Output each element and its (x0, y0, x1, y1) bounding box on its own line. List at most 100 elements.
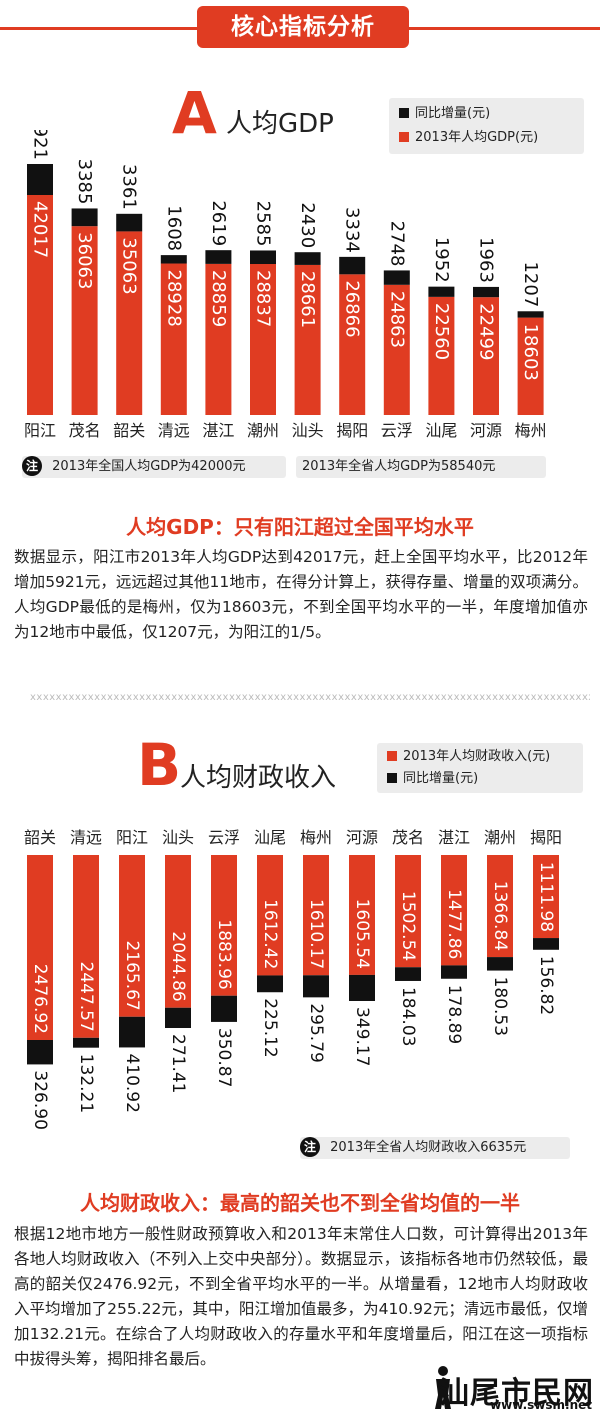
legend-swatch-red (387, 751, 397, 761)
gdp-increment-label: 1952 (431, 237, 452, 283)
finance-legend: 2013年人均财政收入(元) 同比增量(元) (377, 743, 583, 793)
section-b-letter: B (137, 731, 182, 799)
finance-total-label: 1610.17 (306, 899, 326, 969)
legend-swatch-red (399, 132, 409, 142)
gdp-total-label: 28859 (208, 270, 229, 327)
gdp-total-label: 22560 (431, 303, 452, 360)
finance-increment-label: 326.90 (30, 1070, 50, 1129)
gdp-total-label: 28928 (163, 270, 184, 327)
section-a-letter: A (172, 79, 217, 147)
gdp-bar-total (116, 231, 143, 415)
gdp-category-label: 梅州 (515, 421, 547, 440)
finance-increment-label: 410.92 (122, 1053, 142, 1112)
finance-category-label: 湛江 (438, 828, 470, 847)
finance-category-label: 汕头 (162, 828, 194, 847)
finance-category-label: 韶关 (24, 828, 56, 847)
gdp-bar-total (160, 263, 187, 415)
finance-increment-label: 132.21 (76, 1054, 96, 1113)
gdp-category-label: 茂名 (69, 421, 101, 440)
legend-swatch-black (387, 773, 397, 783)
gdp-bar-increment (294, 252, 321, 265)
gdp-category-label: 河源 (470, 421, 502, 440)
finance-category-label: 阳江 (116, 828, 148, 847)
legend-label: 2013年人均GDP(元) (415, 130, 539, 145)
gdp-bar-increment (160, 255, 187, 264)
finance-total-label: 1366.84 (490, 881, 510, 951)
finance-increment-label: 178.89 (444, 985, 464, 1044)
finance-bar-total (349, 855, 375, 975)
finance-bar-total (257, 855, 283, 976)
finance-note-text: 2013年全省人均财政收入6635元 (330, 1140, 527, 1155)
gdp-category-label: 阳江 (24, 421, 56, 440)
legend-label: 同比增量(元) (403, 771, 479, 786)
finance-increment-label: 180.53 (490, 977, 510, 1036)
gdp-total-label: 24863 (386, 291, 407, 348)
gdp-bar-total (339, 274, 366, 415)
finance-category-label: 梅州 (300, 828, 332, 847)
finance-increment-label: 156.82 (536, 956, 556, 1015)
finance-legend-item-increment: 同比增量(元) (387, 770, 478, 788)
finance-total-label: 1477.86 (444, 889, 464, 959)
finance-total-label: 1883.96 (214, 919, 234, 989)
finance-bar-total (165, 855, 191, 1008)
finance-bar-increment (211, 995, 237, 1022)
finance-bar-total (119, 855, 145, 1017)
gdp-legend: 同比增量(元) 2013年人均GDP(元) (389, 98, 584, 154)
section-divider: xxxxxxxxxxxxxxxxxxxxxxxxxxxxxxxxxxxxxxxx… (30, 692, 590, 703)
finance-bar-total (533, 855, 559, 939)
finance-chart: 韶关 2476.92 326.90 清远 2447.57 132.21 阳江 2165.67 4… (24, 828, 562, 1130)
gdp-bar-increment (383, 270, 410, 285)
gdp-bar-increment (517, 311, 544, 318)
gdp-category-label: 湛江 (202, 421, 234, 440)
finance-bar-increment (487, 957, 513, 971)
gdp-increment-label: 3385 (74, 159, 95, 205)
gdp-bar-increment (116, 213, 143, 232)
finance-bar-total (73, 855, 99, 1038)
finance-bar-increment (27, 1040, 53, 1065)
legend-label: 2013年人均财政收入(元) (403, 749, 551, 764)
gdp-bar-increment (71, 208, 98, 227)
gdp-bar-increment (205, 250, 232, 264)
finance-increment-label: 225.12 (260, 998, 280, 1057)
gdp-category-label: 揭阳 (336, 421, 368, 440)
gdp-category-label: 清远 (158, 421, 190, 440)
finance-note: 注 2013年全省人均财政收入6635元 (300, 1137, 570, 1159)
gdp-total-label: 26866 (342, 280, 363, 337)
gdp-total-label: 35063 (119, 237, 140, 294)
finance-bar-total (395, 855, 421, 968)
watermark-logo-text: 汕尾市民网 (439, 1376, 594, 1411)
gdp-bar-total (27, 195, 53, 415)
finance-increment-label: 184.03 (398, 987, 418, 1046)
finance-legend-item-total: 2013年人均财政收入(元) (387, 748, 550, 766)
section-b-title: 人均财政收入 (180, 763, 337, 793)
finance-category-label: 潮州 (484, 828, 516, 847)
gdp-bar-total (517, 317, 544, 415)
finance-bar-increment (303, 975, 329, 998)
finance-category-label: 揭阳 (530, 828, 562, 847)
gdp-increment-label: 5921 (30, 130, 51, 160)
gdp-note-province-text: 2013年全省人均GDP为58540元 (302, 459, 496, 474)
gdp-legend-item-increment: 同比增量(元) (399, 105, 490, 123)
gdp-headline: 人均GDP：只有阳江超过全国平均水平 (126, 515, 474, 539)
gdp-bar-total (428, 296, 455, 415)
section-a-title: 人均GDP (226, 109, 334, 139)
gdp-increment-label: 2585 (253, 201, 274, 247)
gdp-total-label: 22499 (476, 303, 497, 360)
gdp-category-label: 汕头 (292, 421, 324, 440)
finance-increment-label: 295.79 (306, 1003, 326, 1062)
gdp-increment-label: 2619 (208, 200, 229, 246)
gdp-paragraph: 数据显示，阳江市2013年人均GDP达到42017元，赶上全国平均水平，比201… (14, 548, 588, 641)
gdp-increment-label: 3361 (119, 164, 140, 210)
gdp-category-label: 韶关 (113, 421, 145, 440)
gdp-note-province: 2013年全省人均GDP为58540元 (296, 456, 546, 478)
finance-bar-increment (395, 967, 421, 981)
gdp-chart: 42017 5921 阳江 36063 3385 茂名 35063 3361 韶关 28928 16… (24, 130, 547, 440)
finance-bar-increment (165, 1007, 191, 1029)
finance-bar-increment (119, 1016, 145, 1048)
gdp-total-label: 28837 (253, 270, 274, 327)
gdp-note-national: 注 2013年全国人均GDP为42000元 (22, 456, 286, 478)
gdp-total-label: 36063 (74, 232, 95, 289)
finance-category-label: 汕尾 (254, 828, 286, 847)
gdp-bar-total (383, 284, 410, 415)
gdp-increment-label: 1608 (163, 205, 184, 251)
